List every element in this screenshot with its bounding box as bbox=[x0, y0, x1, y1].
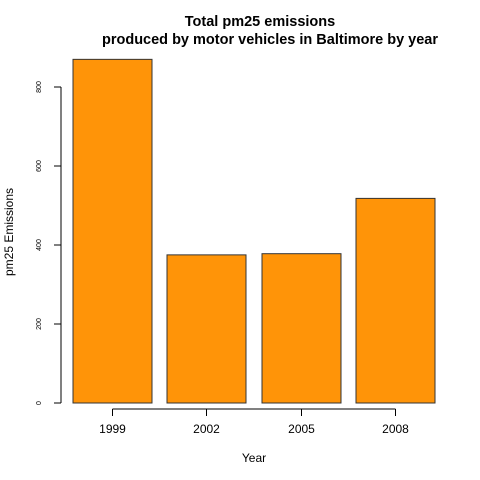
x-tick-label-2002: 2002 bbox=[193, 422, 220, 436]
x-tick-label-2005: 2005 bbox=[288, 422, 315, 436]
x-axis-label: Year bbox=[242, 451, 266, 465]
y-tick-label-0: 0 bbox=[36, 401, 43, 405]
x-tick-label-1999: 1999 bbox=[99, 422, 126, 436]
chart-title-line1: Total pm25 emissions bbox=[185, 14, 335, 30]
y-axis: 0 200 400 600 800 bbox=[36, 81, 62, 405]
y-tick-label-400: 400 bbox=[36, 239, 43, 251]
y-tick-label-600: 600 bbox=[36, 160, 43, 172]
chart-title-line2: produced by motor vehicles in Baltimore … bbox=[102, 32, 438, 48]
y-axis-label: pm25 Emissions bbox=[2, 188, 16, 276]
bars-group bbox=[72, 58, 436, 404]
bar-2005 bbox=[261, 253, 342, 404]
y-tick-label-200: 200 bbox=[36, 318, 43, 330]
x-axis: 1999 2002 2005 2008 bbox=[99, 408, 409, 436]
bar-2008 bbox=[355, 197, 436, 404]
x-tick-label-2008: 2008 bbox=[382, 422, 409, 436]
y-tick-label-800: 800 bbox=[36, 81, 43, 93]
bar-1999 bbox=[72, 58, 153, 404]
bar-2002 bbox=[166, 254, 247, 404]
